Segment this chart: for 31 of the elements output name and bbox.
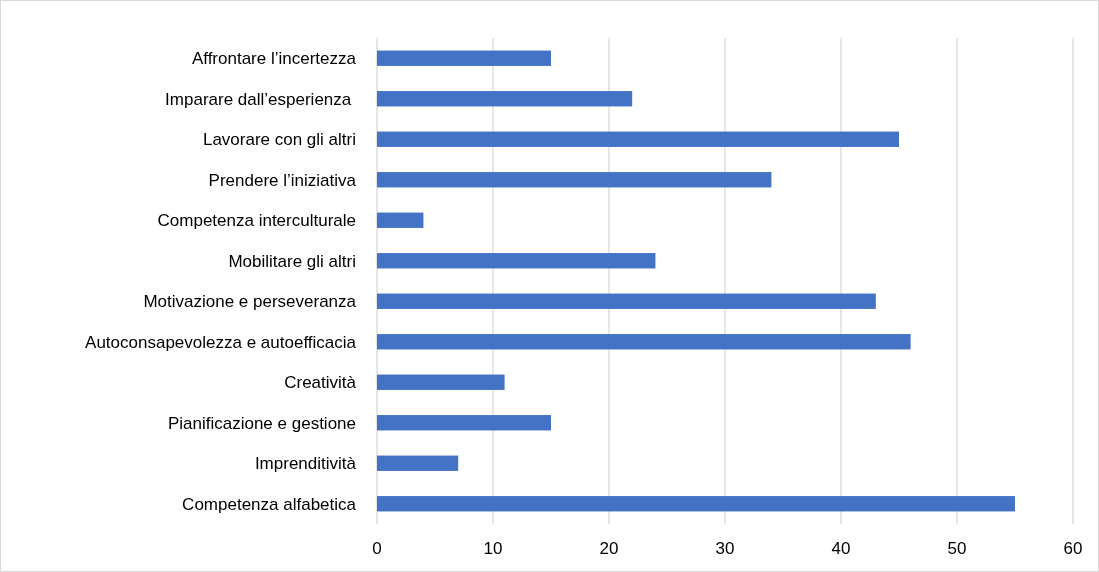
- bar: [377, 334, 911, 350]
- x-tick-label: 60: [1063, 539, 1083, 558]
- y-tick-label: Mobilitare gli altri: [228, 251, 356, 271]
- y-tick-label: Pianificazione e gestione: [167, 413, 356, 433]
- y-tick-label: Imprenditività: [254, 454, 357, 474]
- bar: [377, 293, 876, 309]
- bar: [377, 253, 656, 269]
- x-tick-label: 0: [372, 539, 382, 558]
- y-tick-label: Imparare dall’esperienza: [165, 89, 356, 109]
- bar: [377, 172, 772, 188]
- bar: [377, 415, 551, 431]
- y-tick-label: Affrontare l’incertezza: [191, 49, 357, 69]
- bar: [377, 50, 551, 66]
- x-tick-label: 50: [947, 539, 967, 558]
- bar: [377, 374, 505, 390]
- bar: [377, 91, 633, 107]
- bar: [377, 131, 899, 147]
- bar: [377, 212, 424, 228]
- y-tick-label: Competenza interculturale: [157, 211, 356, 231]
- bar: [377, 496, 1015, 512]
- y-tick-label: Motivazione e perseveranza: [143, 292, 357, 312]
- y-tick-label: Prendere l’iniziativa: [208, 170, 357, 190]
- x-tick-label: 10: [483, 539, 503, 558]
- y-tick-label: Creatività: [284, 373, 357, 393]
- y-tick-label: Lavorare con gli altri: [202, 130, 356, 150]
- bar: [377, 455, 459, 471]
- y-tick-label: Autoconsapevolezza e autoefficacia: [85, 332, 357, 352]
- y-tick-label: Competenza alfabetica: [182, 494, 357, 514]
- x-tick-label: 20: [599, 539, 619, 558]
- x-tick-label: 40: [831, 539, 851, 558]
- x-tick-label: 30: [715, 539, 735, 558]
